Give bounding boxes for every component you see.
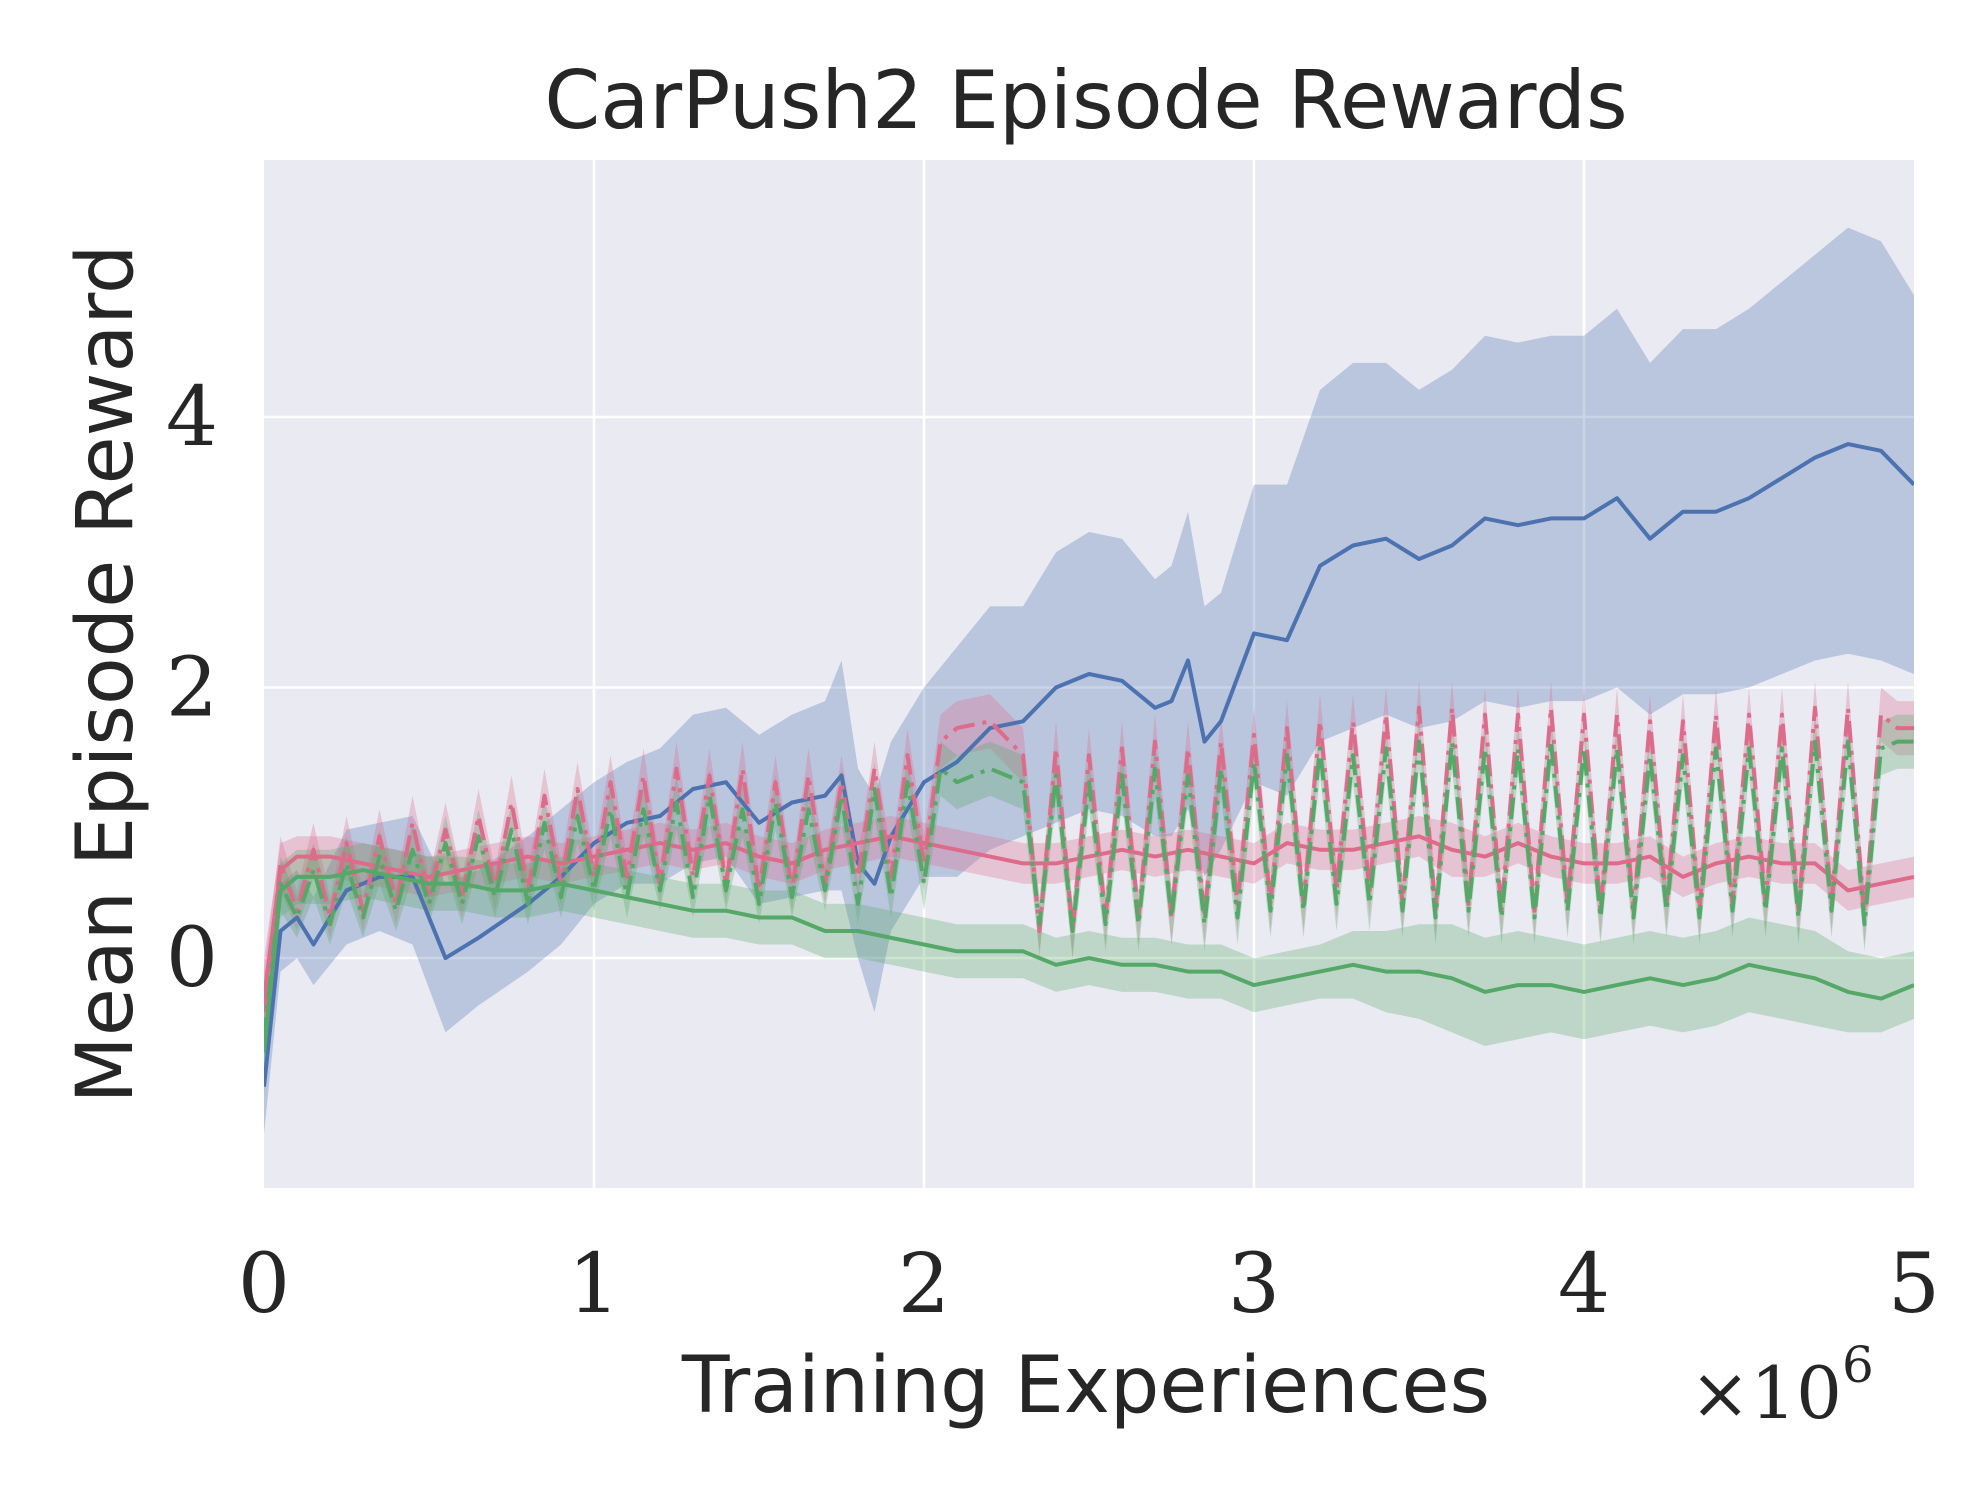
series-lines	[264, 442, 1914, 1087]
x-axis-label: Training Experiences	[681, 1341, 1490, 1431]
x-scale-base: ×10	[1690, 1351, 1842, 1435]
grid-lines	[264, 160, 1914, 1188]
y-tick-label-0: 0	[166, 911, 218, 1006]
series-band-0	[264, 227, 1914, 1134]
x-tick-label-2: 2	[898, 1237, 950, 1332]
x-scale-exponent: 6	[1842, 1336, 1874, 1394]
y-tick-label-2: 4	[166, 370, 218, 465]
x-tick-label-1: 1	[568, 1237, 620, 1332]
x-tick-label-4: 4	[1558, 1237, 1610, 1332]
series-band-1	[264, 816, 1914, 1033]
series-line-0	[264, 442, 1914, 1087]
x-scale-label: ×106	[1690, 1336, 1874, 1435]
y-axis-label: Mean Episode Reward	[61, 245, 151, 1104]
series-line-4	[264, 739, 1914, 1040]
series-line-3	[264, 868, 1914, 1053]
y-tick-label-1: 2	[166, 641, 218, 736]
x-tick-label-3: 3	[1228, 1237, 1280, 1332]
x-tick-label-5: 5	[1888, 1237, 1940, 1332]
chart-title: CarPush2 Episode Rewards	[544, 54, 1627, 147]
x-tick-labels: 0 1 2 3 4 5	[238, 1237, 1940, 1332]
x-tick-label-0: 0	[238, 1237, 290, 1332]
y-tick-labels: 0 2 4	[166, 370, 218, 1006]
series-line-1	[264, 834, 1914, 999]
